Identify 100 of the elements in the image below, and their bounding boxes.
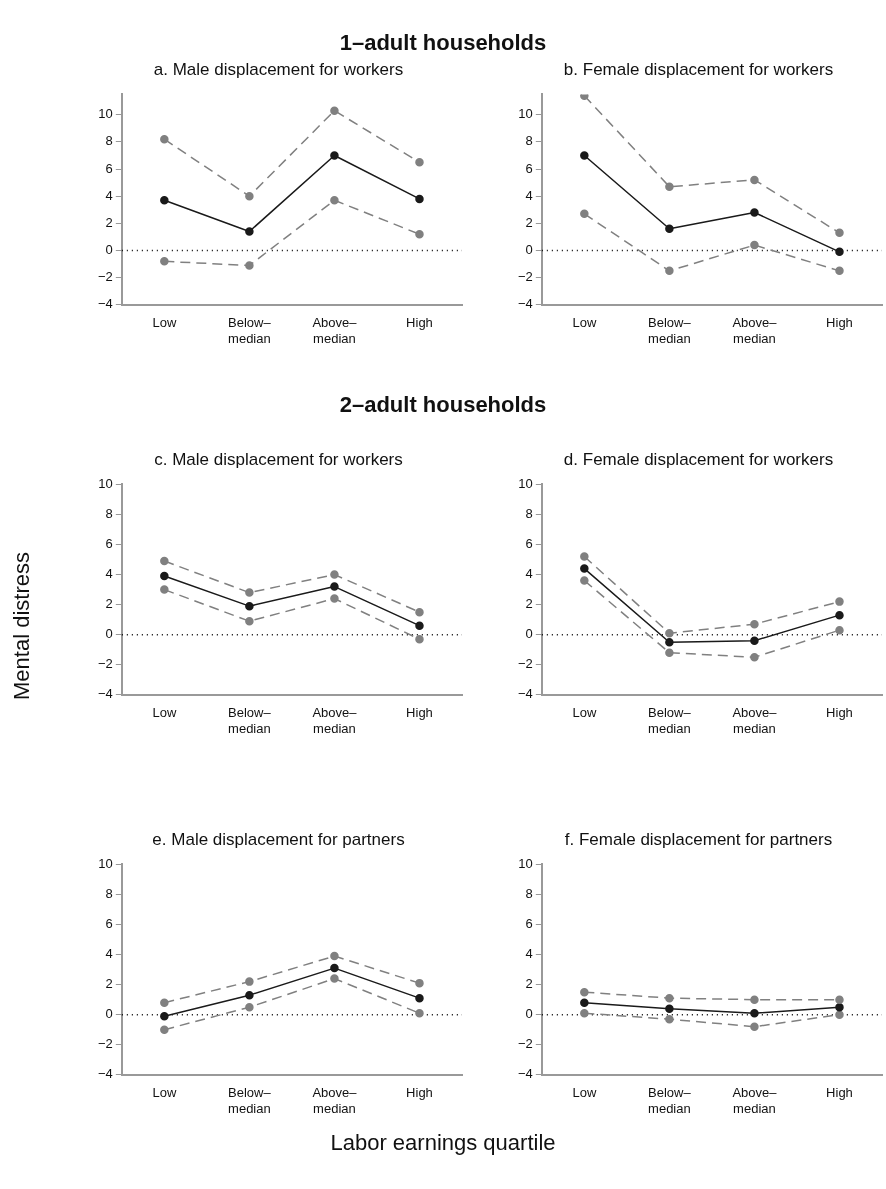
y-tick-label: 4: [105, 187, 113, 203]
y-tick-label: 4: [525, 566, 533, 582]
x-tick-label: Low: [152, 705, 177, 721]
y-tick-label: −4: [97, 686, 113, 702]
point: [580, 94, 589, 101]
point: [580, 1008, 589, 1018]
point: [415, 993, 424, 1003]
y-tick-label: 10: [518, 106, 533, 122]
x-tick-label: Above–median: [732, 1085, 778, 1116]
point: [835, 247, 844, 257]
point: [330, 951, 339, 961]
y-tick-label: 10: [518, 475, 533, 491]
y-tick-label: 2: [105, 976, 113, 992]
point: [245, 191, 254, 201]
y-tick-label: −2: [97, 656, 113, 672]
point: [160, 571, 169, 581]
point: [580, 209, 589, 219]
y-tick-label: 4: [105, 566, 113, 582]
chart-title: c. Male displacement for workers: [154, 449, 403, 469]
x-tick-label: High: [826, 1085, 853, 1101]
y-tick-label: 8: [105, 133, 113, 149]
y-tick-label: 4: [525, 187, 533, 203]
y-axis-title: Mental distress: [8, 552, 35, 700]
point: [415, 607, 424, 617]
chart-title: f. Female displacement for partners: [564, 829, 833, 849]
point: [580, 576, 589, 585]
point: [415, 1008, 424, 1018]
point: [835, 610, 844, 620]
point: [245, 261, 254, 270]
point: [835, 1010, 844, 1019]
point: [750, 208, 759, 217]
point: [160, 196, 169, 205]
x-tick-label: Below–median: [228, 315, 272, 346]
point: [245, 227, 254, 236]
point: [160, 257, 169, 266]
x-tick-label: Above–median: [732, 315, 778, 346]
x-tick-label: Below–median: [648, 1085, 692, 1116]
y-tick-label: 8: [105, 886, 113, 902]
y-tick-label: 6: [525, 536, 533, 552]
y-tick-label: 6: [525, 160, 533, 176]
point: [330, 963, 339, 973]
y-tick-label: −2: [517, 269, 533, 285]
y-tick-label: 0: [525, 242, 533, 258]
x-tick-label: Low: [572, 705, 597, 721]
y-tick-label: 8: [525, 133, 533, 149]
point: [835, 266, 844, 276]
y-tick-label: 2: [105, 214, 113, 230]
point: [750, 619, 759, 629]
y-tick-label: 8: [525, 506, 533, 522]
point: [160, 556, 169, 566]
point: [330, 151, 339, 160]
y-tick-label: 2: [525, 596, 533, 612]
point: [415, 194, 424, 204]
point: [665, 1014, 674, 1024]
point: [330, 594, 339, 603]
y-tick-label: 10: [98, 106, 113, 122]
y-tick-label: −2: [97, 269, 113, 285]
point: [580, 552, 589, 561]
point: [415, 634, 424, 644]
y-tick-label: 10: [98, 855, 113, 871]
y-tick-label: 6: [525, 916, 533, 932]
text: 2–adult households: [338, 392, 548, 418]
x-tick-label: High: [406, 1085, 433, 1101]
point: [750, 995, 759, 1004]
point: [665, 1004, 674, 1013]
point: [665, 266, 674, 276]
point: [415, 621, 424, 630]
point: [835, 995, 844, 1004]
point: [330, 974, 339, 983]
point: [665, 637, 674, 647]
point: [750, 652, 759, 662]
x-tick-label: Low: [152, 1085, 177, 1101]
point: [835, 1002, 844, 1012]
y-tick-label: 6: [105, 916, 113, 932]
point: [415, 229, 424, 239]
point: [665, 993, 674, 1003]
y-tick-label: 2: [525, 976, 533, 992]
y-tick-label: 10: [518, 855, 533, 871]
x-tick-label: Above–median: [312, 315, 358, 346]
point: [835, 625, 844, 635]
point: [750, 175, 759, 185]
point: [415, 978, 424, 988]
point: [835, 228, 844, 238]
point: [665, 182, 674, 191]
y-tick-label: −4: [97, 296, 113, 312]
chart-title: d. Female displacement for workers: [563, 449, 834, 469]
y-tick-label: 8: [525, 886, 533, 902]
y-tick-label: −4: [517, 296, 533, 312]
y-tick-label: −4: [97, 1066, 113, 1082]
point: [245, 601, 254, 611]
y-tick-label: 0: [525, 626, 533, 642]
x-tick-label: Low: [572, 1085, 597, 1101]
point: [665, 648, 674, 657]
x-tick-label: High: [406, 315, 433, 331]
point: [245, 616, 254, 626]
point: [665, 224, 674, 234]
chart-title: e. Male displacement for partners: [152, 829, 405, 849]
text: 1–adult households: [338, 30, 548, 56]
x-tick-label: Low: [572, 315, 597, 331]
point: [580, 151, 589, 160]
